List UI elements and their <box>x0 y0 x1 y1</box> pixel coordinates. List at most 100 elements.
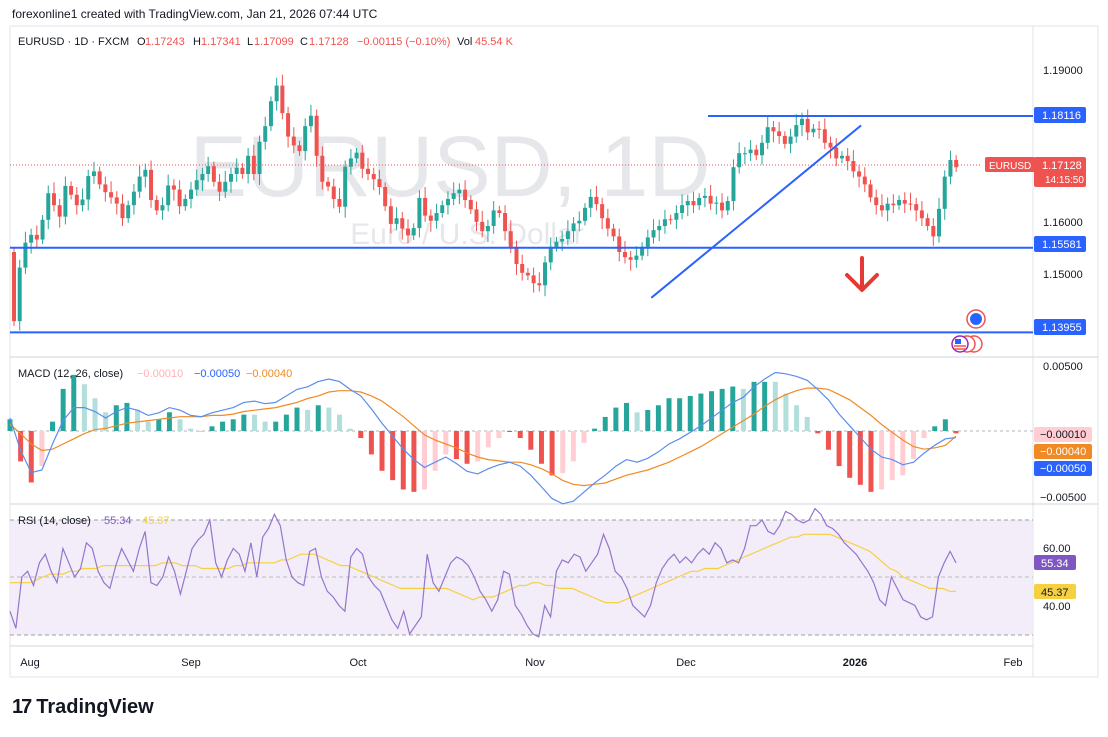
candle-body <box>674 213 679 220</box>
candle-body <box>760 142 765 156</box>
candle-body <box>46 193 51 220</box>
candle-body <box>794 125 799 137</box>
clock-event-icon[interactable] <box>966 309 986 329</box>
macd-histogram-bar <box>740 388 746 431</box>
candle-body <box>86 176 91 200</box>
candle-body <box>480 221 485 232</box>
time-axis-label: Dec <box>676 657 696 669</box>
candle-body <box>17 267 22 322</box>
macd-histogram-bar <box>453 431 459 460</box>
us-flag-event-icon[interactable] <box>951 335 983 353</box>
candle-body <box>885 203 890 211</box>
candle-body <box>583 207 587 221</box>
macd-histogram-bar <box>549 431 555 476</box>
candle-body <box>171 185 176 190</box>
macd-histogram-bar <box>581 431 587 443</box>
macd-lines <box>9 371 957 505</box>
candle-body <box>217 181 222 192</box>
macd-label[interactable]: MACD (12, 26, close) <box>18 368 123 380</box>
legend-volume-label: Vol <box>457 36 472 48</box>
candle-body <box>274 85 279 102</box>
candle-body <box>543 262 548 286</box>
macd-line-value: −0.00050 <box>194 368 240 380</box>
rsi-lines <box>9 507 957 638</box>
legend-high-label: H <box>193 36 201 48</box>
candle-body <box>360 152 365 169</box>
candle-body <box>383 187 388 207</box>
candle-body <box>354 152 359 159</box>
candle-body <box>337 198 342 207</box>
legend-low-label: L <box>247 36 253 48</box>
candle-body <box>942 176 947 209</box>
candle-body <box>588 196 593 208</box>
candle-body <box>12 252 16 322</box>
macd-line <box>9 371 957 505</box>
chart-caption: forexonline1 created with TradingView.co… <box>12 7 378 21</box>
macd-histogram-bar <box>698 393 704 431</box>
macd-histogram-bar <box>517 431 523 439</box>
candle-body <box>40 219 45 240</box>
macd-histogram-bar <box>103 412 109 431</box>
time-axis-label: Nov <box>525 657 545 669</box>
macd-histogram-bar <box>783 393 789 431</box>
macd-histogram-bar <box>655 405 661 431</box>
legend-low: 1.17099 <box>254 36 294 48</box>
candle-body <box>651 230 656 238</box>
candle-body <box>240 167 245 174</box>
macd-histogram-bar <box>71 374 77 431</box>
ascending-trendline[interactable] <box>650 124 862 299</box>
candle-body <box>805 118 810 133</box>
candle-body <box>537 283 542 286</box>
macd-histogram-bar <box>751 381 757 431</box>
candle-body <box>228 174 233 182</box>
candle-body <box>377 179 382 187</box>
candle-body <box>320 155 325 182</box>
macd-histogram-bar <box>177 419 183 431</box>
candle-body <box>468 200 473 210</box>
macd-histogram-bar <box>198 431 204 432</box>
current-price-badge: EURUSD 1.17128 14:15:50 <box>985 157 1086 187</box>
rsi-tick: 40.00 <box>1043 601 1071 613</box>
macd-histogram-bar <box>570 431 576 462</box>
macd-histogram-bar <box>953 431 959 434</box>
macd-histogram-bar <box>230 419 236 431</box>
candle-body <box>131 191 136 206</box>
candle-body <box>737 153 742 168</box>
candle-body <box>23 242 28 268</box>
macd-hist-value: −0.00010 <box>137 368 183 380</box>
candle-body <box>491 210 496 226</box>
macd-histogram-bar <box>900 431 906 476</box>
candle-body <box>183 198 188 207</box>
candle-body <box>617 236 622 252</box>
legend-symbol[interactable]: EURUSD · 1D · FXCM <box>18 36 129 48</box>
macd-histogram-bar <box>507 431 513 432</box>
candle-body <box>828 142 833 148</box>
macd-histogram-bar <box>283 414 289 431</box>
candle-body <box>114 197 119 204</box>
rsi-label[interactable]: RSI (14, close) <box>18 515 91 527</box>
macd-histogram-bar <box>135 409 141 431</box>
macd-histogram <box>7 374 959 492</box>
candle-body <box>640 246 645 256</box>
macd-signal-value: −0.00040 <box>246 368 292 380</box>
price-tick: 1.19000 <box>1043 65 1083 77</box>
svg-text:1.18116: 1.18116 <box>1042 110 1081 122</box>
brand-name: TradingView <box>36 696 154 718</box>
candle-body <box>662 219 667 226</box>
candle-body <box>211 166 216 182</box>
tradingview-logo[interactable]: 17 TradingView <box>12 696 154 719</box>
candle-body <box>423 197 428 216</box>
rsi-value: 55.34 <box>104 515 132 527</box>
candle-body <box>680 205 685 213</box>
macd-tick: −0.00500 <box>1040 492 1086 504</box>
macd-histogram-bar <box>28 431 34 483</box>
rsi-ma-line <box>10 533 956 604</box>
candle-body <box>149 169 154 200</box>
macd-histogram-bar <box>932 426 938 431</box>
candle-body <box>297 145 302 152</box>
candle-body <box>400 218 405 229</box>
candle-body <box>291 136 296 146</box>
macd-histogram-bar <box>592 428 598 431</box>
macd-histogram-bar <box>634 412 640 431</box>
